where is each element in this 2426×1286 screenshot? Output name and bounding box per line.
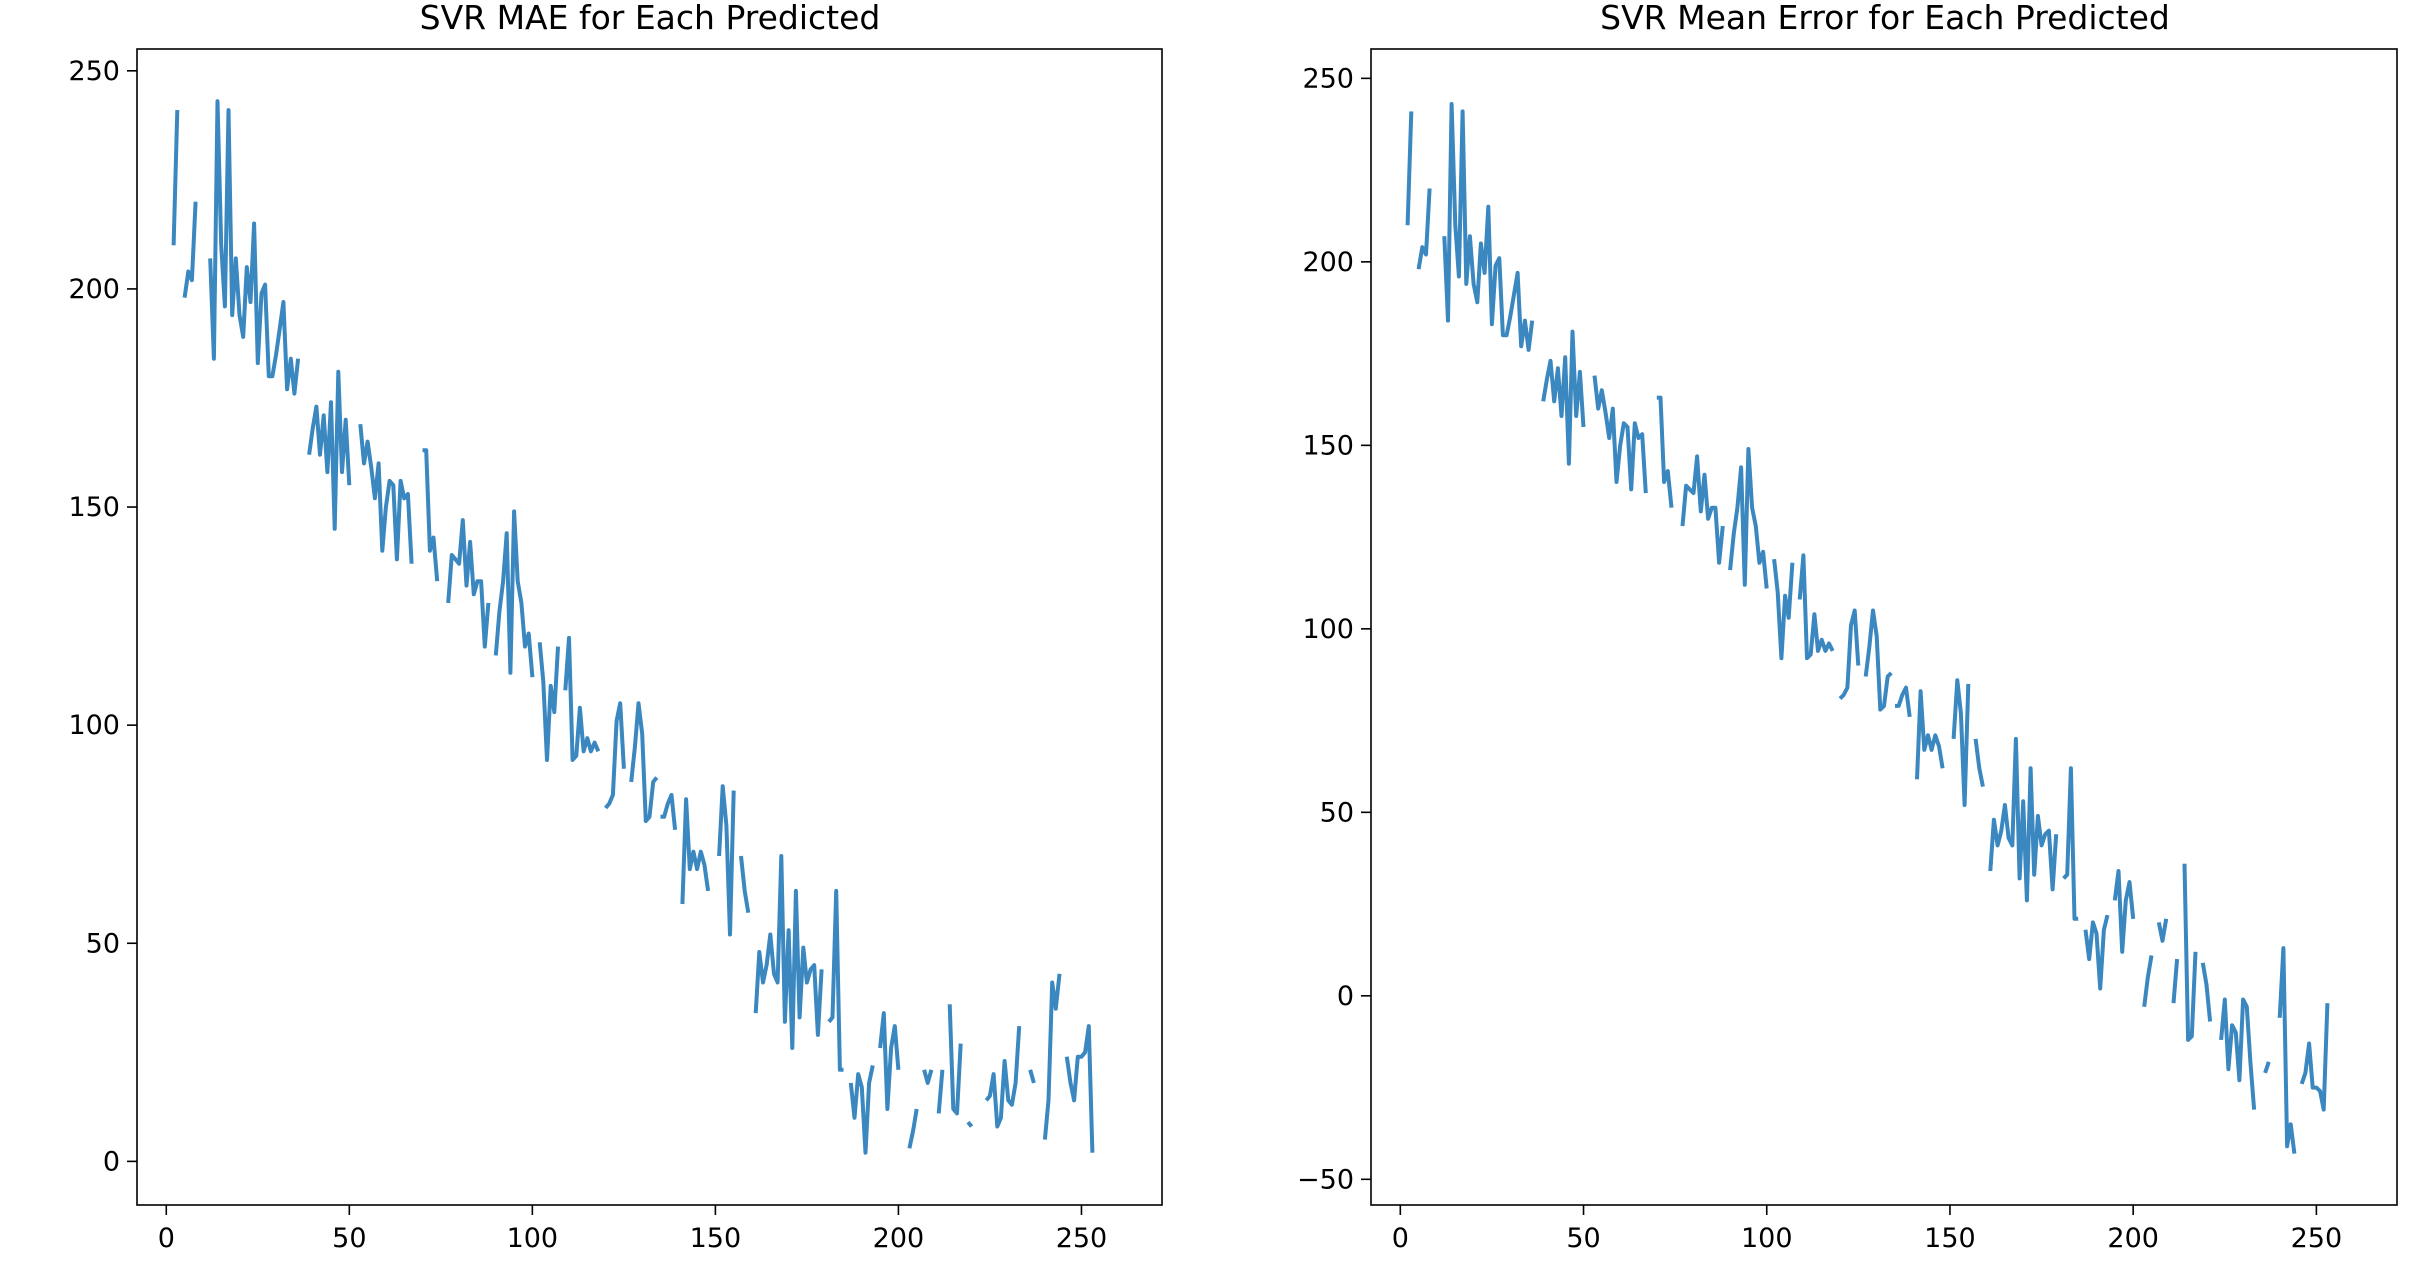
- x-tick-label: 100: [507, 1223, 559, 1254]
- plot-area: [171, 99, 1095, 1155]
- series-line-segment: [2112, 869, 2136, 954]
- series-line-segment: [446, 518, 491, 649]
- x-tick-label: 150: [1924, 1223, 1976, 1254]
- series-line-segment: [2142, 955, 2154, 1008]
- x-tick-label: 200: [873, 1223, 925, 1254]
- series-line-segment: [848, 1064, 875, 1155]
- series-line-segment: [2083, 914, 2110, 991]
- y-tick-label: 50: [86, 928, 120, 959]
- series-line-segment: [1656, 395, 1674, 508]
- series-line-segment: [629, 701, 659, 824]
- series-line-segment: [1951, 678, 1971, 807]
- series-line-segment: [1405, 111, 1414, 226]
- x-tick-label: 50: [332, 1223, 366, 1254]
- series-line-segment: [2219, 997, 2257, 1110]
- series-line-segment: [1895, 685, 1912, 718]
- series-line-segment: [717, 784, 736, 937]
- series-line-segment: [2171, 958, 2180, 1004]
- series-line-segment: [1680, 454, 1725, 565]
- series-line-segment: [1064, 1024, 1095, 1153]
- plot-area: [1405, 102, 2330, 1154]
- x-tick-label: 200: [2107, 1223, 2159, 1254]
- series-line-segment: [878, 1011, 901, 1111]
- y-tick-label: 0: [103, 1146, 120, 1177]
- series-line-segment: [1541, 329, 1586, 466]
- series-line-segment: [1988, 736, 2059, 903]
- x-tick-label: 0: [1392, 1223, 1409, 1254]
- y-tick-label: 100: [1302, 614, 1354, 645]
- series-line-segment: [922, 1069, 934, 1085]
- y-axis: −50 0 50 100 150 200 250: [1297, 63, 1371, 1195]
- x-axis: 0 50 100 150 200 250: [158, 1205, 1108, 1254]
- series-line-segment: [1592, 375, 1648, 494]
- y-tick-label: 0: [1337, 981, 1354, 1012]
- series-line-segment: [358, 424, 414, 564]
- y-axis: 0 50 100 150 200 250: [68, 56, 137, 1177]
- series-line-segment: [739, 855, 751, 914]
- series-line-segment: [984, 1025, 1022, 1129]
- y-tick-label: 250: [68, 56, 120, 87]
- x-tick-label: 150: [690, 1223, 742, 1254]
- chart-svr-mean-error: SVR Mean Error for Each Predicted 0 50 100…: [1297, 0, 2398, 1254]
- series-line-segment: [680, 797, 711, 905]
- x-tick-label: 100: [1741, 1223, 1793, 1254]
- y-tick-label: 150: [1302, 430, 1354, 461]
- series-line-segment: [1042, 973, 1062, 1140]
- y-tick-label: 200: [1302, 247, 1354, 278]
- series-line-segment: [493, 509, 535, 678]
- series-line-segment: [171, 110, 180, 246]
- plot-frame: [136, 48, 1163, 1206]
- x-tick-label: 250: [2291, 1223, 2343, 1254]
- series-line-segment: [604, 701, 626, 810]
- series-line-segment: [753, 854, 824, 1050]
- series-line-segment: [2062, 766, 2079, 921]
- series-line-segment: [1416, 188, 1432, 270]
- series-line-segment: [1838, 608, 1861, 701]
- series-line-segment: [2182, 863, 2198, 1042]
- series-line-segment: [936, 1069, 945, 1114]
- x-tick-label: 0: [158, 1223, 175, 1254]
- chart-title: SVR MAE for Each Predicted: [420, 0, 881, 37]
- series-line-segment: [563, 635, 601, 762]
- plot-frame: [1370, 48, 2398, 1206]
- series-line-segment: [1915, 689, 1945, 780]
- y-tick-label: 250: [1302, 63, 1354, 94]
- series-line-segment: [1863, 608, 1893, 712]
- y-tick-label: 100: [68, 710, 120, 741]
- y-tick-label: 200: [68, 274, 120, 305]
- series-line-segment: [947, 1004, 963, 1116]
- series-line-segment: [907, 1108, 919, 1149]
- series-line-segment: [1973, 738, 1985, 787]
- series-line-segment: [1797, 553, 1835, 661]
- series-line-segment: [1772, 558, 1795, 661]
- series-line-segment: [1442, 102, 1535, 352]
- series-line-segment: [1028, 1069, 1036, 1084]
- series-line-segment: [2277, 946, 2297, 1154]
- y-tick-label: −50: [1297, 1164, 1354, 1195]
- series-line-segment: [966, 1120, 974, 1128]
- y-tick-label: 50: [1320, 797, 1354, 828]
- series-line-segment: [422, 448, 440, 582]
- x-tick-label: 50: [1566, 1223, 1600, 1254]
- chart-title: SVR Mean Error for Each Predicted: [1600, 0, 2170, 37]
- series-line-segment: [2156, 918, 2169, 943]
- series-line-segment: [208, 99, 301, 396]
- x-axis: 0 50 100 150 200 250: [1392, 1205, 2342, 1254]
- series-line-segment: [182, 201, 198, 298]
- x-tick-label: 250: [1056, 1223, 1108, 1254]
- series-line-segment: [2200, 962, 2213, 1022]
- chart-svr-mae: SVR MAE for Each Predicted 0 50 100 150 200 2…: [68, 0, 1163, 1254]
- series-line-segment: [1728, 447, 1769, 589]
- series-line-segment: [537, 642, 560, 762]
- series-line-segment: [2299, 1003, 2330, 1112]
- series-line-segment: [827, 888, 844, 1072]
- series-line-segment: [2263, 1061, 2271, 1074]
- y-tick-label: 150: [68, 492, 120, 523]
- series-line-segment: [307, 369, 352, 531]
- series-line-segment: [660, 792, 678, 831]
